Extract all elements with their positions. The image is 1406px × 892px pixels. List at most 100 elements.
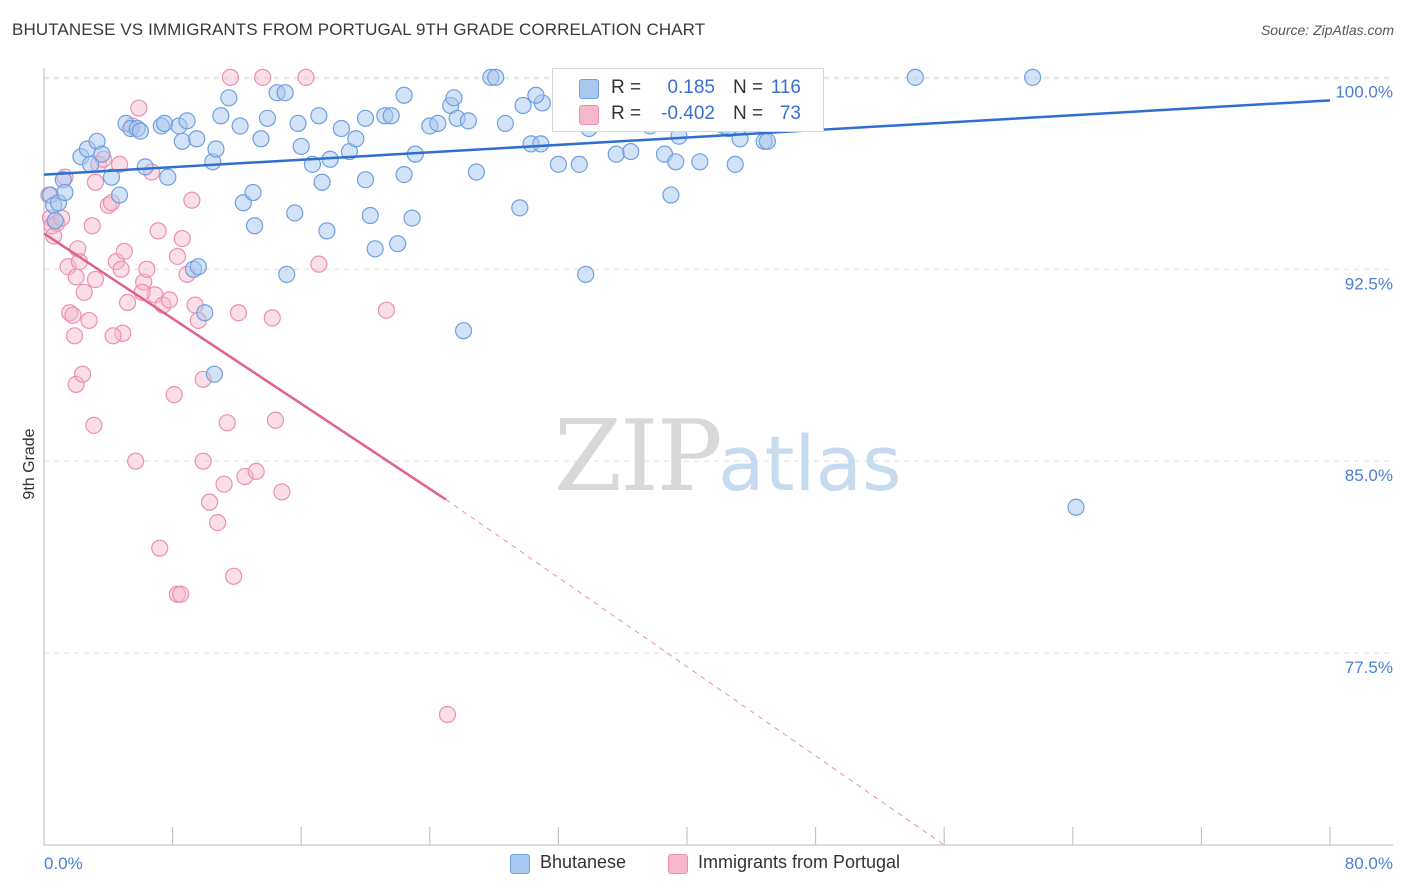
data-point-bhutanese	[906, 68, 924, 86]
watermark-zip: ZIP	[554, 400, 721, 514]
data-point-bhutanese	[93, 145, 111, 163]
data-point-bhutanese	[155, 114, 174, 133]
data-point-portugal	[127, 452, 145, 470]
data-point-bhutanese	[332, 119, 350, 138]
legend-r-value: 0.185	[667, 77, 715, 98]
bottom-legend-label-portugal: Immigrants from Portugal	[698, 852, 901, 872]
legend-n-label: N =	[733, 77, 764, 98]
trend-lines	[43, 99, 1331, 846]
bottom-legend-swatch-pink	[668, 854, 688, 874]
legend-r-value: -0.402	[661, 103, 715, 124]
data-point-bhutanese	[467, 163, 486, 181]
data-point-portugal	[160, 291, 178, 309]
x-tick-label-min: 0.0%	[44, 854, 83, 873]
bottom-legend-label-bhutanese: Bhutanese	[540, 852, 627, 872]
stats-legend: R = 0.185 N = 116 R = -0.402 N = 73	[552, 68, 824, 132]
data-point-portugal	[215, 475, 233, 493]
legend-row-bhutanese: R = 0.185 N = 116	[553, 75, 823, 101]
data-point-bhutanese	[56, 183, 74, 202]
watermark: ZIP atlas	[554, 400, 902, 514]
data-point-portugal	[221, 68, 240, 86]
trend-line-portugal-extension	[445, 499, 945, 846]
data-point-portugal	[266, 411, 285, 429]
data-point-bhutanese	[173, 132, 191, 150]
data-point-bhutanese	[205, 365, 223, 383]
data-point-portugal	[86, 270, 105, 289]
data-point-bhutanese	[276, 84, 294, 102]
data-point-portugal	[218, 414, 236, 432]
data-point-portugal	[229, 304, 248, 322]
data-point-bhutanese	[178, 112, 196, 130]
data-point-bhutanese	[189, 258, 207, 276]
y-axis-label: 9th Grade	[21, 428, 38, 499]
data-point-portugal	[130, 99, 148, 117]
data-point-portugal	[99, 196, 117, 214]
data-point-portugal	[236, 467, 254, 486]
data-point-bhutanese	[286, 204, 304, 222]
data-point-bhutanese	[212, 107, 230, 125]
data-point-bhutanese	[245, 217, 264, 235]
data-point-bhutanese	[527, 86, 545, 104]
data-point-bhutanese	[514, 96, 532, 115]
data-point-portugal	[61, 304, 79, 322]
data-point-bhutanese	[313, 173, 331, 191]
data-point-bhutanese	[487, 68, 505, 86]
data-point-bhutanese	[278, 265, 296, 283]
data-point-bhutanese	[382, 107, 400, 125]
data-point-portugal	[168, 247, 187, 266]
legend-swatch-pink	[579, 105, 599, 125]
data-point-bhutanese	[532, 135, 550, 153]
data-point-bhutanese	[46, 212, 64, 230]
data-point-bhutanese	[366, 240, 384, 258]
data-point-portugal	[80, 311, 98, 330]
data-point-bhutanese	[1024, 68, 1042, 86]
data-point-bhutanese	[758, 132, 776, 150]
x-tick-label-max: 80.0%	[1345, 854, 1393, 873]
data-point-portugal	[263, 309, 281, 327]
legend-r-label: R =	[611, 77, 642, 98]
data-point-portugal	[247, 462, 265, 481]
data-point-portugal	[73, 365, 92, 383]
data-point-bhutanese	[622, 142, 640, 161]
data-point-bhutanese	[131, 122, 150, 140]
data-point-bhutanese	[445, 89, 463, 107]
data-point-portugal	[75, 283, 93, 301]
data-point-bhutanese	[607, 145, 625, 163]
data-point-bhutanese	[252, 130, 270, 148]
y-tick-labels: 77.5% 85.0% 92.5% 100.0%	[1335, 82, 1393, 677]
data-point-bhutanese	[726, 155, 744, 173]
data-point-portugal	[149, 222, 167, 240]
data-point-bhutanese	[361, 206, 379, 225]
data-point-portugal	[64, 306, 82, 324]
data-point-bhutanese	[136, 158, 154, 176]
data-point-portugal	[183, 191, 201, 209]
series-portugal-points	[40, 68, 457, 724]
data-point-portugal	[209, 513, 227, 532]
trend-line-bhutanese	[43, 99, 1331, 176]
data-point-bhutanese	[570, 155, 588, 173]
data-point-bhutanese	[207, 140, 225, 158]
data-point-bhutanese	[667, 153, 685, 171]
legend-swatch-blue	[579, 79, 599, 99]
data-point-bhutanese	[691, 153, 709, 171]
data-point-portugal	[165, 386, 183, 404]
data-point-portugal	[118, 293, 137, 312]
legend-row-portugal: R = -0.402 N = 73	[553, 101, 823, 127]
data-point-portugal	[297, 68, 315, 86]
data-point-bhutanese	[244, 183, 262, 202]
data-point-bhutanese	[347, 130, 365, 148]
data-point-bhutanese	[389, 235, 407, 253]
y-tick-label: 92.5%	[1345, 274, 1393, 293]
data-point-portugal	[67, 375, 85, 394]
data-point-portugal	[254, 68, 272, 86]
data-point-portugal	[438, 705, 457, 724]
data-point-portugal	[194, 452, 212, 470]
data-point-bhutanese	[102, 168, 121, 186]
watermark-atlas: atlas	[718, 419, 902, 508]
y-tick-label: 77.5%	[1345, 658, 1393, 677]
data-point-bhutanese	[403, 209, 421, 227]
data-point-portugal	[67, 268, 85, 286]
data-point-bhutanese	[289, 114, 307, 133]
data-point-bhutanese	[292, 137, 310, 156]
